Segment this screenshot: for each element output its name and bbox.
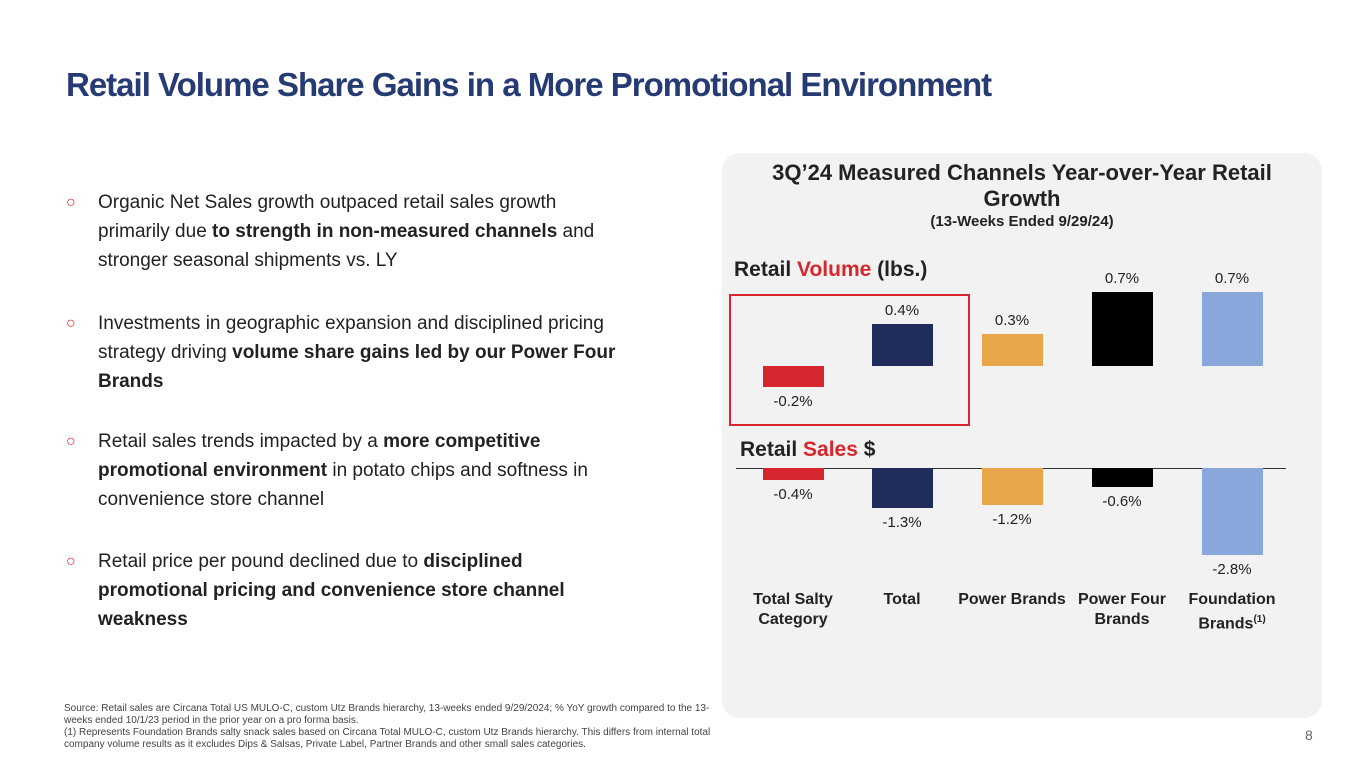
page-number: 8 [1305, 727, 1313, 743]
bullet-marker: ○ [66, 553, 76, 570]
series-name-part: (lbs.) [877, 258, 928, 281]
bullet-text: Retail sales trends impacted by a more c… [98, 427, 626, 514]
category-label: Total Salty Category [738, 590, 848, 630]
category-label: Foundation Brands(1) [1177, 590, 1287, 634]
bullet-marker: ○ [66, 194, 76, 211]
series-name-part: Volume [797, 258, 872, 281]
category-text: Power Four Brands [1077, 591, 1166, 628]
bullet: ○ Organic Net Sales growth outpaced retai… [66, 188, 626, 275]
value-label: -0.6% [1102, 492, 1142, 510]
value-label: -1.2% [992, 511, 1032, 529]
chart-subtitle: (13-Weeks Ended 9/29/24) [930, 213, 1114, 230]
chart-panel [722, 153, 1322, 718]
series-name-part: Retail [734, 258, 792, 281]
value-label: 0.3% [994, 312, 1030, 330]
series-name: Retail Volume (lbs.) [734, 258, 927, 282]
bullet-text: Investments in geographic expansion and … [98, 309, 626, 396]
text-run: disciplined promotional pricing and conv… [98, 551, 565, 630]
category-text: Foundation Brands [1188, 591, 1276, 633]
bullet: ○ Retail sales trends impacted by a more … [66, 427, 626, 514]
category-text: Total [883, 591, 921, 608]
series-name-part: Sales [803, 438, 858, 461]
category-text: Total Salty Category [753, 591, 833, 628]
bullet: ○ Retail price per pound declined due to … [66, 547, 626, 634]
bar [1201, 468, 1263, 555]
category-footnote: (1) [1253, 614, 1266, 625]
series-name-part: $ [863, 438, 876, 461]
value-label: 0.7% [1104, 269, 1140, 287]
footnote: Source: Retail sales are Circana Total U… [64, 703, 710, 726]
bar [871, 468, 933, 509]
series-name-part: Retail [740, 438, 798, 461]
value-label: -2.8% [1212, 560, 1252, 578]
bullet-marker: ○ [66, 433, 76, 450]
bullet-marker: ○ [66, 315, 76, 332]
bar [871, 323, 933, 366]
value-label: -0.2% [773, 393, 813, 411]
category-label: Power Brands [957, 590, 1067, 610]
category-text: Power Brands [958, 591, 1066, 608]
text-run: more competitive promotional environment [98, 431, 541, 481]
value-label: 0.4% [884, 301, 920, 319]
bar [762, 468, 824, 481]
bar [981, 468, 1043, 506]
bar [1091, 468, 1153, 487]
category-label: Total [847, 590, 957, 610]
category-label: Power Four Brands [1067, 590, 1177, 630]
footnote: (1) Represents Foundation Brands salty s… [64, 727, 711, 750]
text-run: Retail sales trends impacted by a [98, 431, 384, 452]
bar [981, 334, 1043, 366]
value-label: -1.3% [882, 514, 922, 532]
text-run: to strength in non-measured channels [212, 221, 558, 242]
text-run: Retail price per pound declined due to [98, 551, 424, 572]
value-label: -0.4% [773, 486, 813, 504]
bar [1201, 291, 1263, 366]
bullet-text: Retail price per pound declined due to d… [98, 547, 626, 634]
highlight-box [729, 294, 970, 426]
text-run: and stronger seasonal shipments vs. LY [98, 221, 595, 271]
text-run: volume share gains led by our Power Four… [98, 342, 616, 392]
text-run: Investments in geographic expansion and … [98, 313, 604, 363]
bullet-text: Organic Net Sales growth outpaced retail… [98, 188, 626, 275]
slide-title: Retail Volume Share Gains in a More Prom… [66, 66, 992, 103]
series-name: Retail Sales $ [740, 438, 875, 462]
value-label: 0.7% [1214, 269, 1250, 287]
bullet: ○ Investments in geographic expansion and… [66, 309, 626, 396]
chart-title: 3Q’24 Measured Channels Year-over-Year R… [772, 160, 1272, 211]
text-run: in potato chips and softness in convenie… [98, 460, 588, 510]
bar [1091, 291, 1153, 366]
text-run: Organic Net Sales growth outpaced retail… [98, 192, 557, 242]
bar [762, 366, 824, 388]
